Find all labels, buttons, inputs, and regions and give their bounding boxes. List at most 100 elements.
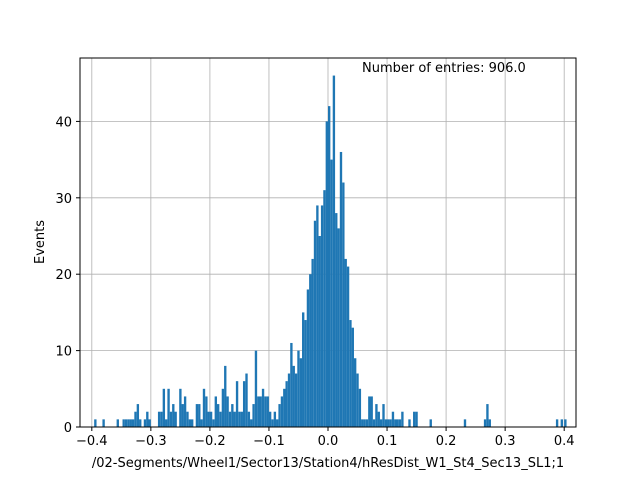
histogram-bar [254, 350, 258, 427]
histogram-bar [408, 419, 411, 427]
histogram-bar [252, 404, 255, 427]
histogram-bar [292, 365, 295, 427]
histogram-bar [361, 419, 364, 427]
histogram-bar [398, 419, 402, 427]
histogram-bar [332, 75, 336, 428]
y-tick-label: 40 [55, 115, 72, 130]
histogram-bar [339, 151, 343, 428]
histogram-bar [358, 388, 362, 427]
histogram-bar [160, 411, 163, 427]
histogram-bar [488, 419, 491, 427]
histogram-bar [328, 106, 331, 427]
histogram-bar [240, 411, 243, 427]
histogram-bar [391, 411, 395, 427]
histogram-bar [224, 365, 227, 427]
histogram-bar [233, 411, 236, 427]
histogram-bar [290, 342, 293, 427]
histogram-bar [116, 419, 119, 427]
histogram-bar [382, 404, 385, 427]
histogram-bar [205, 396, 208, 427]
x-axis-label: /02-Segments/Wheel1/Sector13/Station4/hR… [92, 456, 564, 471]
histogram-bar [377, 411, 380, 427]
histogram-bar [146, 411, 149, 427]
x-tick-label: −0.3 [135, 434, 167, 449]
histogram-bar [313, 220, 317, 427]
histogram-bar [228, 411, 232, 427]
histogram-bar [415, 411, 418, 427]
histogram-bar [330, 159, 333, 427]
histogram-bar [242, 381, 246, 427]
y-tick-label: 0 [64, 421, 72, 436]
histogram-bar [250, 419, 253, 427]
x-tick-label: −0.2 [194, 434, 226, 449]
histogram-bar [266, 396, 269, 427]
histogram-bar [346, 266, 350, 427]
histogram-bar [304, 320, 307, 427]
histogram-bar [356, 373, 359, 427]
histogram-bar [483, 419, 487, 427]
histogram-bar [351, 327, 354, 427]
histogram-bar [342, 182, 345, 427]
x-tick-label: −0.4 [76, 434, 108, 449]
histogram-bar [183, 396, 187, 427]
histogram-bar [337, 228, 340, 427]
histogram-bar [174, 411, 177, 427]
histogram-bar [302, 312, 305, 427]
histogram-bar [191, 419, 194, 427]
histogram-bar [555, 419, 559, 427]
histogram-bar [486, 404, 489, 427]
histogram-bar [271, 419, 274, 427]
bars-layer [94, 75, 567, 428]
histogram-bar [379, 419, 383, 427]
histogram-bar [216, 404, 220, 427]
histogram-bar [299, 358, 303, 427]
histogram-bar [179, 388, 182, 427]
histogram-bar [195, 404, 199, 427]
y-tick-label: 20 [55, 268, 72, 283]
histogram-bar [396, 419, 399, 427]
histogram-bar [188, 419, 192, 427]
histogram-bar [202, 388, 206, 427]
histogram-bar [285, 381, 288, 427]
y-tick-label: 30 [55, 192, 72, 207]
histogram-bar [261, 388, 265, 427]
ticks-layer: −0.4 −0.3 −0.2 −0.1 0.0 0.1 0.2 0.3 0.4 0 10 20 30 40 [55, 115, 574, 449]
histogram-bar [384, 419, 388, 427]
histogram-bar [212, 419, 215, 427]
x-tick-label: 0.3 [495, 434, 516, 449]
histogram-bar [280, 396, 284, 427]
histogram-bar [387, 419, 390, 427]
histogram-bar [131, 419, 135, 427]
y-axis-label: Events [33, 220, 48, 264]
histogram-bar [429, 419, 432, 427]
histogram-bar [363, 419, 366, 427]
histogram-bar [389, 419, 392, 427]
histogram-bar [136, 404, 140, 427]
histogram-bar [235, 381, 239, 427]
histogram-bar [238, 411, 241, 427]
histogram-bar [245, 373, 248, 427]
histogram-bar [560, 419, 564, 427]
histogram-bar [257, 396, 260, 427]
histogram-bar [219, 411, 222, 427]
histogram-bar [209, 411, 213, 427]
histogram-bar [207, 411, 210, 427]
histogram-bar [134, 411, 137, 427]
histogram-bar [231, 404, 234, 427]
histogram-bar [306, 289, 310, 427]
histogram-bar [413, 411, 416, 427]
histogram-bar [94, 419, 97, 427]
histogram-bar [283, 388, 286, 427]
histogram-bar [297, 350, 300, 427]
histogram-bar [167, 388, 170, 427]
histogram-bar [169, 411, 173, 427]
histogram-bar [394, 419, 397, 427]
x-tick-label: −0.1 [253, 434, 285, 449]
entries-annotation: Number of entries: 906.0 [362, 61, 526, 76]
histogram-bar [200, 419, 203, 427]
histogram-bar [365, 419, 369, 427]
x-tick-label: 0.0 [318, 434, 339, 449]
histogram-bar [311, 258, 314, 427]
histogram-bar [122, 419, 125, 427]
